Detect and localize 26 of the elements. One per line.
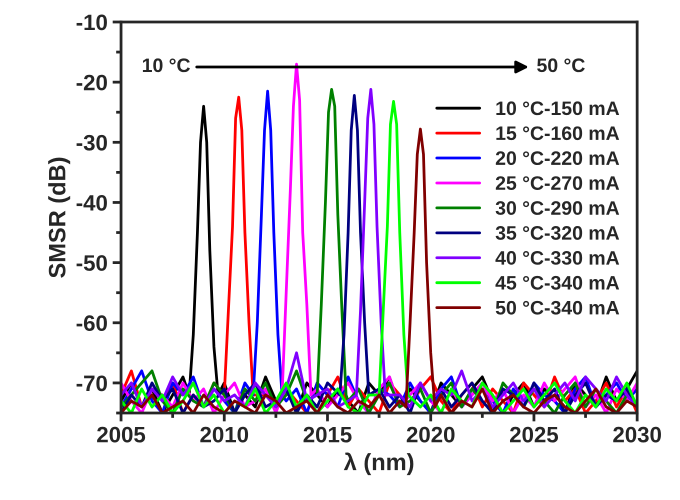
y-tick-label: -30 [76, 134, 107, 151]
x-tick-label: 2010 [200, 426, 248, 443]
x-tick-label: 2005 [97, 426, 146, 443]
y-tick-label: -20 [76, 74, 107, 90]
y-tick-label: -60 [76, 315, 107, 332]
annotation: 10 °C [142, 58, 190, 72]
legend-label: 10 °C-150 mA [496, 101, 620, 116]
y-tick-label: -50 [76, 255, 107, 271]
y-tick-label: -40 [76, 194, 107, 211]
x-axis-title: λ (nm) [344, 452, 414, 476]
x-tick-label: 2030 [613, 426, 661, 443]
legend-label: 15 °C-160 mA [496, 126, 620, 140]
legend-label: 35 °C-320 mA [496, 226, 620, 240]
x-tick-label: 2025 [510, 426, 558, 443]
legend-label: 20 °C-220 mA [496, 151, 620, 166]
annotation: 50 °C [537, 58, 585, 72]
y-tick-label: -10 [76, 14, 107, 30]
legend-label: 30 °C-290 mA [496, 201, 620, 215]
legend-label: 45 °C-340 mA [495, 276, 620, 290]
legend-label: 25 °C-270 mA [496, 176, 620, 190]
x-tick-label: 2020 [406, 426, 455, 443]
y-tick-label: -70 [76, 375, 107, 392]
legend-label: 50 °C-340 mA [496, 300, 620, 315]
x-tick-label: 2015 [304, 426, 352, 443]
legend-label: 40 °C-330 mA [495, 250, 620, 265]
y-axis-title: SMSR (dB) [48, 158, 70, 278]
